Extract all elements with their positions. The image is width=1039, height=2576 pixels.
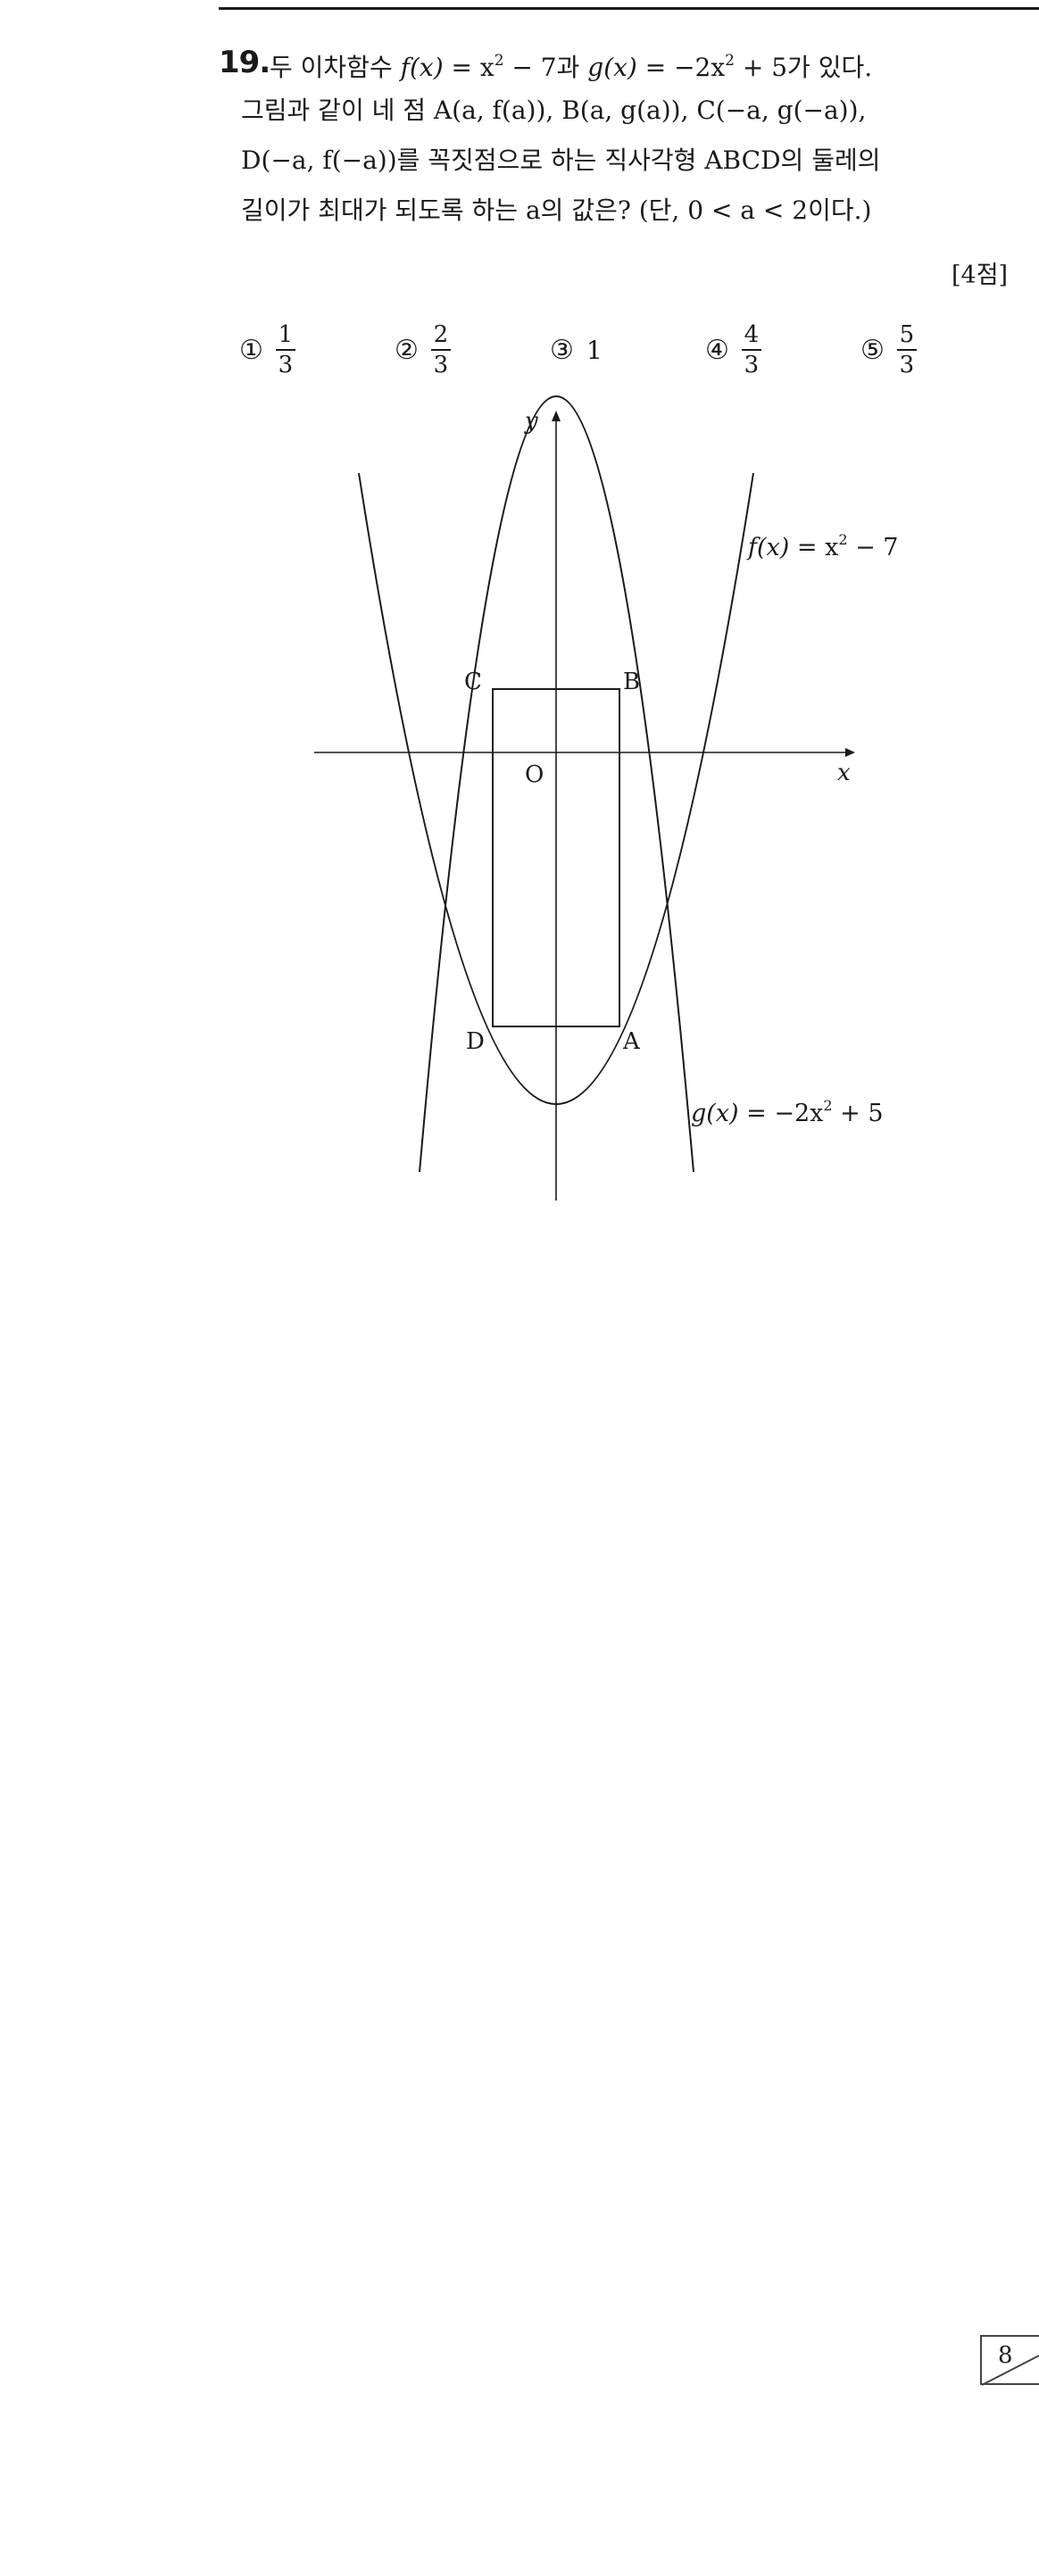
choice-3-value: 1	[586, 335, 603, 365]
choice-1-marker: ①	[239, 334, 263, 366]
fraction-bar	[275, 349, 295, 351]
g-curve-rhs: = −2x	[739, 1100, 824, 1127]
point-d-label: D	[466, 1028, 485, 1055]
fraction-bar	[430, 349, 451, 351]
choice-4-numerator: 4	[744, 321, 760, 348]
rectangle-abcd	[492, 688, 620, 1027]
g-curve-tail: + 5	[833, 1100, 884, 1127]
y-axis-label: y	[524, 408, 538, 435]
point-c-label: C	[464, 669, 482, 695]
top-rule	[219, 7, 1039, 10]
y-axis-arrow	[552, 411, 561, 421]
x-axis-arrow	[845, 748, 855, 757]
point-b-label: B	[623, 669, 640, 695]
g-curve-exp: 2	[823, 1097, 832, 1114]
f-parabola	[358, 472, 754, 1105]
choice-5-denominator: 3	[899, 352, 915, 378]
choice-4-marker: ④	[705, 334, 729, 366]
point-a-label: A	[622, 1028, 641, 1055]
f-curve-lhs: f(x)	[746, 534, 789, 561]
fraction-bar	[741, 349, 761, 351]
choice-1-numerator: 1	[278, 321, 294, 348]
choice-1-denominator: 3	[278, 352, 294, 378]
g-function-lhs: g(x)	[587, 53, 637, 82]
question-number: 19.	[219, 45, 270, 80]
question-line-2: 그림과 같이 네 점 A(a, f(a)), B(a, g(a)), C(−a,…	[241, 96, 867, 125]
fraction-bar	[896, 349, 917, 351]
g-curve-lhs: g(x)	[691, 1100, 739, 1127]
question-line-1-text-d: = −2x	[636, 53, 726, 82]
choice-3[interactable]: ③ 1	[550, 314, 603, 386]
g-exponent: 2	[725, 52, 735, 70]
question-line-1: 두 이차함수 f(x) = x2 − 7과 g(x) = −2x2 + 5가 있…	[270, 43, 872, 86]
question-line-1-text-a: 두 이차함수	[270, 53, 401, 82]
question-line-4: 길이가 최대가 되도록 하는 a의 값은? (단, 0 < a < 2이다.)	[241, 195, 872, 225]
question-line-1-text-e: + 5가 있다.	[734, 53, 873, 82]
f-function-lhs: f(x)	[400, 53, 444, 82]
choice-2-denominator: 3	[433, 352, 449, 378]
page-number-box: 8	[980, 2335, 1039, 2386]
page-box-diagonal	[982, 2354, 1039, 2386]
g-parabola	[419, 395, 694, 1173]
choice-5-marker: ⑤	[860, 334, 885, 366]
f-curve-rhs: = x	[789, 534, 838, 561]
x-axis-label: x	[837, 760, 851, 786]
choice-2-marker: ②	[395, 334, 419, 366]
choice-4-denominator: 3	[744, 352, 760, 378]
f-exponent: 2	[494, 52, 504, 70]
f-curve-tail: − 7	[848, 534, 899, 561]
question-line-1-text-c: − 7과	[503, 53, 588, 82]
choice-5-numerator: 5	[899, 321, 915, 348]
page-number: 8	[998, 2342, 1013, 2369]
question-line-3: D(−a, f(−a))를 꼭짓점으로 하는 직사각형 ABCD의 둘레의	[241, 145, 881, 175]
f-curve-exp: 2	[838, 531, 847, 548]
origin-label: O	[525, 761, 544, 788]
graph-figure: y x O B C D A f(x) = x2 − 7 g(x) = −2x2 …	[314, 395, 898, 1201]
f-curve-label: f(x) = x2 − 7	[746, 531, 898, 561]
question-line-1-text-b: = x	[443, 53, 495, 82]
choice-2-numerator: 2	[433, 321, 449, 348]
points-label: [4점]	[952, 262, 1009, 289]
g-curve-label: g(x) = −2x2 + 5	[691, 1097, 884, 1127]
choice-3-marker: ③	[550, 334, 574, 366]
